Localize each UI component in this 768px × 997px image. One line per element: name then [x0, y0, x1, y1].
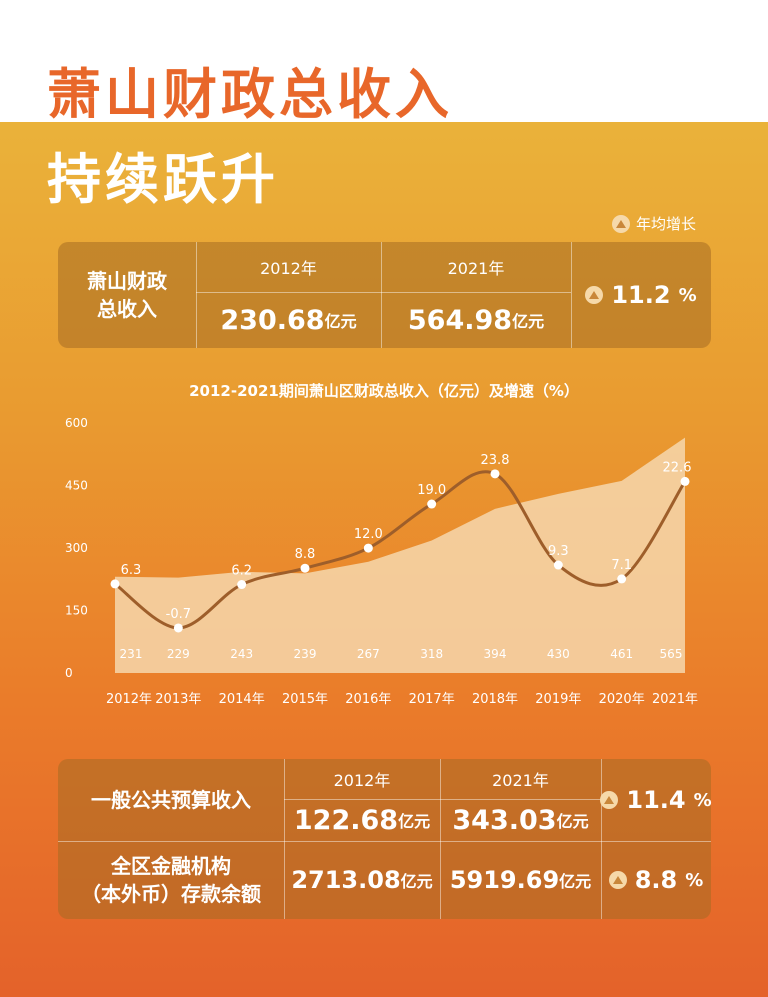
area-value-label: 461 — [610, 647, 633, 661]
y-tick-label: 0 — [65, 666, 73, 680]
summary1-growth: 11.2% — [571, 242, 711, 348]
growth-point — [680, 476, 690, 486]
triangle-up-icon — [600, 791, 619, 809]
summary1-year-a: 2012年 — [260, 259, 317, 278]
x-tick-label: 2017年 — [409, 692, 455, 707]
x-tick-label: 2020年 — [599, 692, 645, 707]
growth-point — [363, 543, 373, 553]
growth-value-label: 6.2 — [231, 564, 252, 579]
row2-value-a: 2713.08 亿元 — [291, 866, 433, 894]
chart-title: 2012-2021期间萧山区财政总收入（亿元）及增速（%） — [189, 382, 579, 400]
title-line2: 持续跃升 — [47, 148, 279, 211]
growth-value-label: 7.1 — [611, 558, 632, 573]
area-value-label: 565 — [660, 647, 683, 661]
row1-growth: 11.4% — [600, 759, 712, 841]
x-tick-label: 2015年 — [282, 692, 328, 707]
triangle-up-icon — [585, 286, 604, 304]
row2-label: 全区金融机构 （本外币）存款余额 — [81, 854, 261, 906]
growth-value-label: 19.0 — [417, 483, 446, 498]
summary-box-budget: 2012年 2021年 一般公共预算收入 122.68 亿元 343.03 亿元 1… — [58, 759, 712, 919]
y-tick-label: 300 — [65, 541, 88, 555]
legend: 年均增长 — [612, 213, 696, 234]
triangle-up-icon — [608, 871, 627, 889]
y-tick-label: 450 — [65, 479, 88, 493]
x-tick-label: 2013年 — [155, 692, 201, 707]
growth-point — [110, 579, 120, 589]
x-tick-label: 2018年 — [472, 692, 518, 707]
growth-value-label: 23.8 — [481, 453, 510, 468]
growth-point — [237, 580, 247, 590]
legend-label: 年均增长 — [636, 215, 697, 233]
x-tick-label: 2019年 — [535, 692, 581, 707]
area-value-label: 231 — [120, 647, 143, 661]
summary1-year-b: 2021年 — [447, 259, 505, 278]
growth-point — [173, 623, 183, 633]
growth-point — [427, 499, 437, 509]
growth-line — [114, 470, 687, 630]
area-value-label: 239 — [294, 647, 317, 661]
summary1-value-a: 230.68 亿元 — [220, 304, 357, 336]
summary1-value-b: 564.98 亿元 — [407, 304, 545, 336]
area-value-label: 243 — [230, 647, 253, 661]
growth-value-label: 6.3 — [121, 563, 142, 578]
summary1-label: 萧山财政 总收入 — [87, 269, 167, 321]
area-value-label: 430 — [547, 647, 570, 661]
growth-point — [617, 574, 627, 584]
area-value-label: 394 — [484, 647, 507, 661]
summary2-year-b: 2021年 — [492, 771, 549, 790]
summary-box-revenue: 萧山财政 总收入 2012年 2021年 230.68 亿元 564.98 亿元 1… — [58, 242, 711, 348]
area-series — [115, 437, 685, 673]
growth-point — [300, 563, 310, 573]
summary2-year-a: 2012年 — [333, 771, 391, 790]
growth-point — [553, 560, 563, 570]
x-tick-label: 2012年 — [106, 692, 152, 707]
title-line1: 萧山财政总收入 — [47, 63, 453, 126]
row1-value-b: 343.03 亿元 — [452, 804, 589, 836]
x-tick-label: 2021年 — [652, 692, 698, 707]
growth-value-label: 22.6 — [663, 460, 692, 475]
x-tick-label: 2016年 — [345, 692, 391, 707]
row1-label: 一般公共预算收入 — [91, 788, 251, 812]
growth-value-label: -0.7 — [166, 607, 191, 622]
row1-value-a: 122.68 亿元 — [293, 804, 431, 836]
area-value-label: 229 — [167, 647, 190, 661]
area-value-label: 318 — [420, 647, 443, 661]
y-tick-label: 600 — [65, 416, 88, 430]
area-value-label: 267 — [357, 647, 380, 661]
growth-point — [490, 469, 500, 479]
row2-growth: 8.8% — [601, 841, 711, 919]
chart: 600 450 300 150 0 231 229 243 239 267 318 394 430 461… — [65, 416, 698, 707]
growth-value-label: 12.0 — [354, 527, 383, 542]
triangle-up-icon — [612, 214, 630, 233]
row2-value-b: 5919.69 亿元 — [449, 866, 592, 894]
x-tick-label: 2014年 — [219, 692, 265, 707]
y-tick-label: 150 — [65, 604, 88, 618]
growth-value-label: 9.3 — [548, 544, 569, 559]
growth-value-label: 8.8 — [295, 547, 316, 562]
